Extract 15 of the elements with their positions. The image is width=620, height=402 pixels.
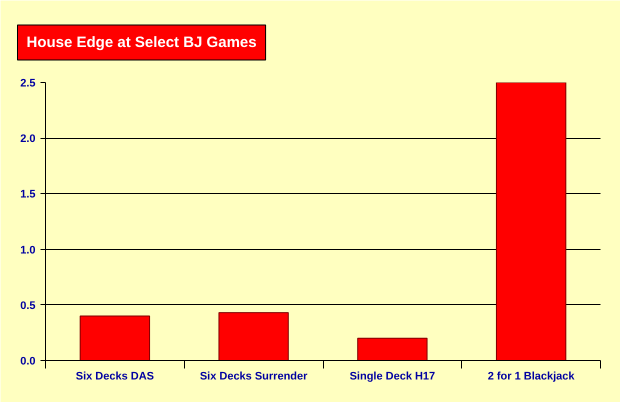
x-tick-label: Six Decks DAS xyxy=(76,370,154,382)
y-tick-label: 2.5 xyxy=(20,78,36,90)
bar xyxy=(357,338,428,360)
y-tick-label: 1.0 xyxy=(20,244,36,256)
chart-title: House Edge at Select BJ Games xyxy=(26,34,257,51)
y-tick-label: 0.5 xyxy=(20,300,36,312)
bar xyxy=(496,82,566,360)
y-tick-label: 2.0 xyxy=(20,133,36,146)
x-tick-label: Six Decks Surrender xyxy=(200,370,308,382)
bar xyxy=(218,312,289,360)
x-tick-label: Single Deck H17 xyxy=(350,370,436,382)
x-tick-label: 2 for 1 Blackjack xyxy=(488,370,576,382)
y-tick-label: 1.5 xyxy=(20,188,36,201)
bar xyxy=(80,316,150,360)
y-tick-label: 0.0 xyxy=(20,356,36,368)
